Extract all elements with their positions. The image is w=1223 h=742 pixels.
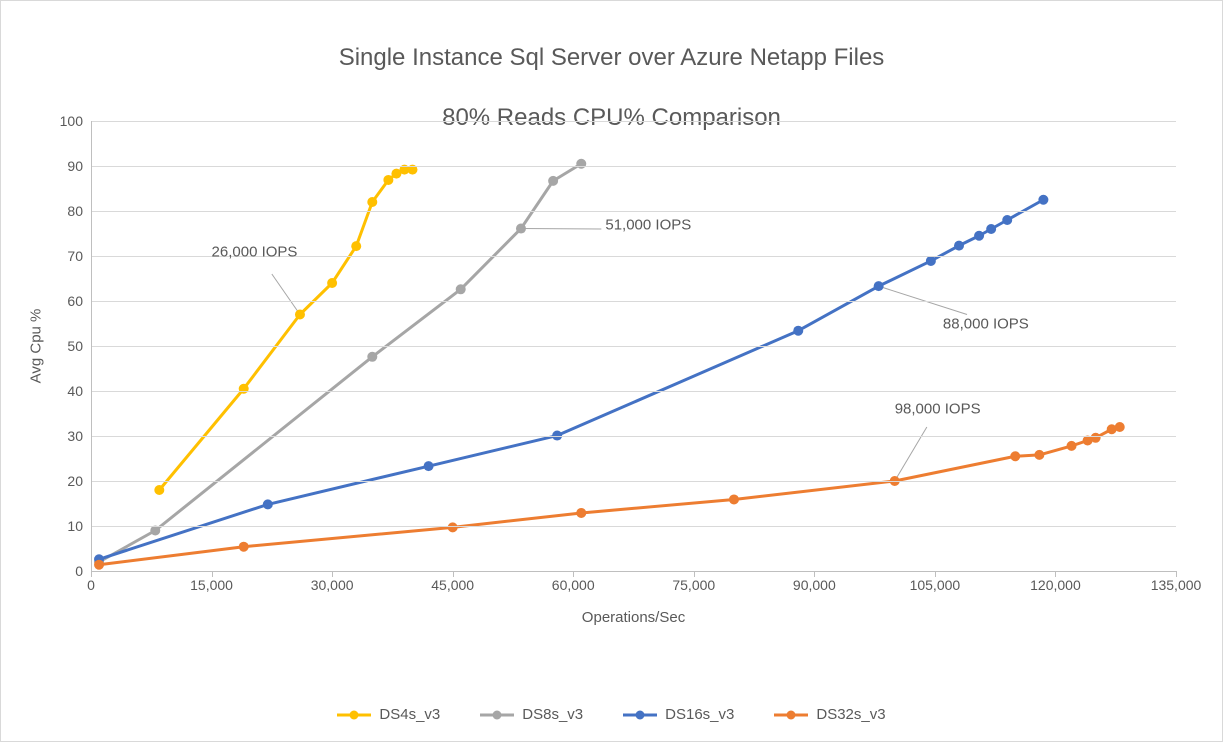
annotation-label: 98,000 IOPS bbox=[895, 401, 981, 418]
x-tick-label: 75,000 bbox=[672, 577, 715, 593]
x-axis-title: Operations/Sec bbox=[582, 609, 685, 626]
series-marker bbox=[729, 494, 739, 504]
series-marker bbox=[424, 461, 434, 471]
series-marker bbox=[150, 526, 160, 536]
series-line bbox=[99, 427, 1120, 565]
y-tick-label: 100 bbox=[60, 113, 91, 129]
gridline-h bbox=[91, 121, 1176, 122]
gridline-h bbox=[91, 391, 1176, 392]
series-marker bbox=[793, 326, 803, 336]
gridline-h bbox=[91, 346, 1176, 347]
annotation-leader bbox=[272, 274, 300, 315]
y-tick-label: 50 bbox=[67, 338, 91, 354]
legend: DS4s_v3 DS8s_v3 DS16s_v3 DS32s_v3 bbox=[1, 706, 1222, 723]
legend-label: DS8s_v3 bbox=[522, 706, 583, 723]
gridline-h bbox=[91, 301, 1176, 302]
x-tick-label: 90,000 bbox=[793, 577, 836, 593]
y-tick-label: 10 bbox=[67, 518, 91, 534]
series-marker bbox=[1115, 422, 1125, 432]
y-axis-title: Avg Cpu % bbox=[28, 309, 45, 384]
gridline-h bbox=[91, 166, 1176, 167]
legend-swatch bbox=[623, 708, 657, 722]
series-marker bbox=[516, 224, 526, 234]
chart-title: Single Instance Sql Server over Azure Ne… bbox=[1, 13, 1222, 133]
legend-label: DS4s_v3 bbox=[379, 706, 440, 723]
gridline-h bbox=[91, 211, 1176, 212]
y-tick-label: 70 bbox=[67, 248, 91, 264]
legend-item: DS16s_v3 bbox=[623, 706, 734, 723]
series-line bbox=[159, 170, 412, 490]
y-tick-label: 90 bbox=[67, 158, 91, 174]
legend-item: DS4s_v3 bbox=[337, 706, 440, 723]
series-marker bbox=[548, 176, 558, 186]
series-marker bbox=[154, 485, 164, 495]
series-marker bbox=[448, 522, 458, 532]
legend-swatch bbox=[480, 708, 514, 722]
legend-item: DS32s_v3 bbox=[774, 706, 885, 723]
series-marker bbox=[954, 241, 964, 251]
x-tick-label: 120,000 bbox=[1030, 577, 1081, 593]
y-tick-label: 30 bbox=[67, 428, 91, 444]
series-marker bbox=[367, 197, 377, 207]
series-marker bbox=[295, 310, 305, 320]
x-tick-label: 60,000 bbox=[552, 577, 595, 593]
series-marker bbox=[263, 499, 273, 509]
series-marker bbox=[1010, 451, 1020, 461]
series-marker bbox=[239, 542, 249, 552]
legend-label: DS32s_v3 bbox=[816, 706, 885, 723]
y-tick-label: 20 bbox=[67, 473, 91, 489]
x-tick-label: 15,000 bbox=[190, 577, 233, 593]
legend-label: DS16s_v3 bbox=[665, 706, 734, 723]
series-marker bbox=[1091, 433, 1101, 443]
series-marker bbox=[327, 278, 337, 288]
x-tick-label: 135,000 bbox=[1151, 577, 1202, 593]
y-axis-line bbox=[91, 121, 92, 571]
x-tick-label: 105,000 bbox=[910, 577, 961, 593]
series-marker bbox=[974, 231, 984, 241]
series-marker bbox=[576, 508, 586, 518]
series-marker bbox=[1034, 450, 1044, 460]
series-line bbox=[99, 164, 581, 562]
legend-swatch bbox=[774, 708, 808, 722]
y-tick-label: 80 bbox=[67, 203, 91, 219]
plot-area bbox=[91, 121, 1176, 571]
gridline-h bbox=[91, 526, 1176, 527]
series-marker bbox=[926, 256, 936, 266]
chart-title-line1: Single Instance Sql Server over Azure Ne… bbox=[339, 44, 885, 71]
legend-item: DS8s_v3 bbox=[480, 706, 583, 723]
series-marker bbox=[383, 175, 393, 185]
gridline-h bbox=[91, 481, 1176, 482]
gridline-h bbox=[91, 436, 1176, 437]
series-marker bbox=[456, 284, 466, 294]
series-marker bbox=[1002, 215, 1012, 225]
chart-frame: Single Instance Sql Server over Azure Ne… bbox=[0, 0, 1223, 742]
series-marker bbox=[576, 159, 586, 169]
annotation-label: 51,000 IOPS bbox=[605, 216, 691, 233]
gridline-h bbox=[91, 571, 1176, 572]
series-marker bbox=[239, 384, 249, 394]
annotation-label: 88,000 IOPS bbox=[943, 315, 1029, 332]
series-marker bbox=[874, 281, 884, 291]
series-marker bbox=[94, 560, 104, 570]
x-tick-label: 30,000 bbox=[311, 577, 354, 593]
series-marker bbox=[367, 352, 377, 362]
x-tick-label: 0 bbox=[87, 577, 95, 593]
series-marker bbox=[1038, 195, 1048, 205]
series-marker bbox=[1067, 441, 1077, 451]
series-marker bbox=[351, 241, 361, 251]
series-marker bbox=[986, 224, 996, 234]
y-tick-label: 60 bbox=[67, 293, 91, 309]
annotation-label: 26,000 IOPS bbox=[212, 243, 298, 260]
legend-swatch bbox=[337, 708, 371, 722]
x-tick-label: 45,000 bbox=[431, 577, 474, 593]
y-tick-label: 40 bbox=[67, 383, 91, 399]
